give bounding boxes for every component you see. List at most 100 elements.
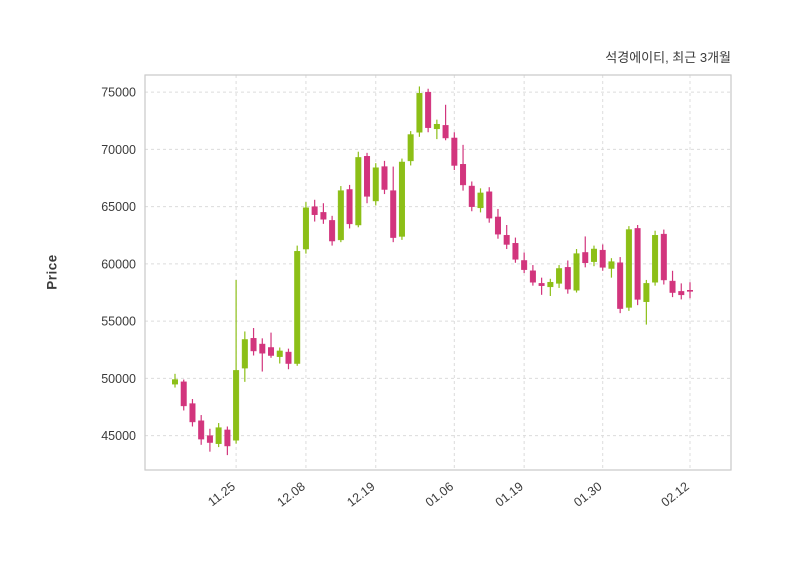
- x-tick-label: 01.06: [423, 479, 456, 509]
- candle: [206, 428, 213, 452]
- candles: [172, 86, 693, 456]
- x-tick-label: 12.08: [275, 479, 308, 509]
- candle: [512, 237, 519, 263]
- candle-body: [416, 93, 423, 133]
- candle: [477, 188, 484, 213]
- candle-body: [486, 191, 493, 219]
- candle: [276, 347, 283, 364]
- candle-body: [215, 427, 222, 444]
- candle-body: [451, 137, 458, 166]
- candle-body: [372, 167, 379, 202]
- candle: [364, 152, 371, 204]
- candle-body: [512, 243, 519, 260]
- candle-body: [678, 291, 685, 296]
- candle-body: [521, 260, 528, 270]
- x-tick-label: 01.19: [493, 479, 526, 509]
- candle: [678, 283, 685, 300]
- candle-body: [180, 381, 187, 407]
- candle-body: [364, 156, 371, 197]
- candle: [442, 104, 449, 141]
- candle: [381, 160, 388, 195]
- candle: [198, 415, 205, 445]
- candle: [547, 278, 554, 296]
- candle-body: [259, 343, 266, 354]
- candle: [573, 249, 580, 293]
- candle-body: [390, 190, 397, 238]
- candle: [241, 331, 248, 382]
- candle-body: [669, 280, 676, 293]
- candle: [259, 338, 266, 372]
- candle-body: [198, 420, 205, 440]
- candle: [582, 236, 589, 268]
- candle-body: [433, 123, 440, 130]
- candle: [521, 252, 528, 274]
- candle-body: [425, 91, 432, 128]
- candle: [250, 328, 257, 356]
- candle-body: [608, 261, 615, 269]
- candle-body: [442, 125, 449, 139]
- candle-body: [320, 212, 327, 220]
- candle-body: [573, 253, 580, 291]
- candle: [233, 279, 240, 444]
- y-tick-label: 60000: [101, 257, 136, 271]
- candle-body: [285, 351, 292, 364]
- candle: [285, 348, 292, 370]
- candle: [320, 203, 327, 224]
- candle: [486, 187, 493, 223]
- x-tick-label: 11.25: [205, 479, 238, 509]
- candle: [346, 184, 353, 229]
- candle-body: [250, 338, 257, 352]
- candle-body: [494, 216, 501, 235]
- candle: [302, 202, 309, 254]
- y-tick-label: 45000: [101, 429, 136, 443]
- candle: [337, 186, 344, 243]
- candle-body: [547, 281, 554, 288]
- y-tick-label: 55000: [101, 315, 136, 329]
- candle-body: [329, 220, 336, 242]
- candle: [372, 163, 379, 206]
- candle: [529, 265, 536, 286]
- candle-body: [355, 157, 362, 226]
- candle: [433, 119, 440, 140]
- candle: [294, 245, 301, 366]
- candle-body: [599, 249, 606, 268]
- candle: [189, 399, 196, 427]
- candle-body: [276, 350, 283, 357]
- candle-body: [346, 189, 353, 225]
- axes-border: [144, 74, 732, 471]
- candle: [590, 245, 597, 267]
- candle-body: [503, 235, 510, 245]
- candle: [390, 166, 397, 243]
- candle-body: [582, 252, 589, 264]
- y-tick-label: 65000: [101, 200, 136, 214]
- candle-body: [241, 339, 248, 369]
- candle: [180, 379, 187, 411]
- candle-body: [564, 267, 571, 290]
- candle-body: [625, 229, 632, 308]
- candle: [538, 277, 545, 295]
- candle-body: [634, 228, 641, 300]
- candle-body: [590, 248, 597, 262]
- candle-body: [660, 233, 667, 281]
- candle: [268, 332, 275, 358]
- candle-body: [268, 347, 275, 356]
- candle-body: [652, 235, 659, 283]
- candle: [451, 132, 458, 171]
- candle: [407, 131, 414, 166]
- y-tick-label: 50000: [101, 372, 136, 386]
- candle: [224, 426, 231, 456]
- candle-body: [529, 270, 536, 283]
- x-tick-labels: 11.25 12.08 12.19 01.06 01.19 01.30 02.12: [205, 479, 691, 509]
- candle-body: [643, 283, 650, 302]
- candle: [494, 208, 501, 239]
- candle-body: [294, 251, 301, 364]
- candle: [215, 423, 222, 448]
- y-tick-labels: 45000 50000 55000 60000 65000 70000 75000: [101, 86, 136, 443]
- y-tick-label: 75000: [101, 86, 136, 100]
- candle: [564, 260, 571, 294]
- candle: [687, 282, 693, 299]
- candle: [634, 224, 641, 306]
- y-axis-label: Price: [44, 254, 60, 290]
